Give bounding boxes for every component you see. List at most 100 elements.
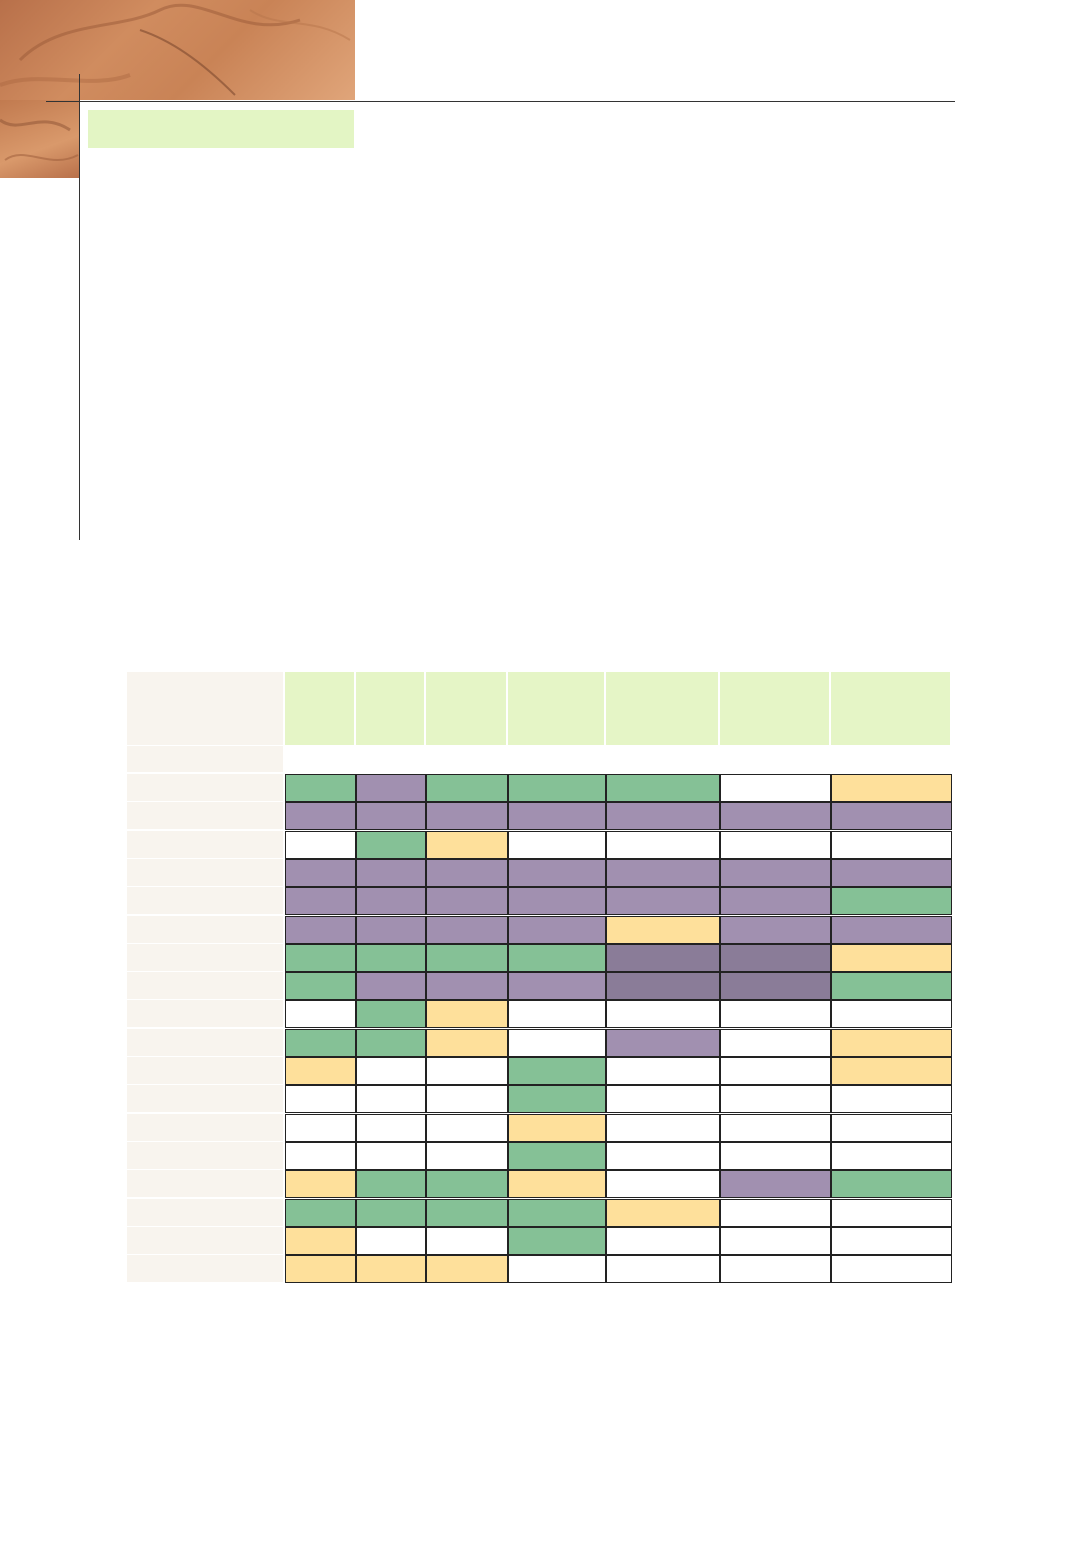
table-cell bbox=[508, 1170, 606, 1198]
table-cell bbox=[426, 1029, 508, 1057]
row-label-cell bbox=[127, 1029, 283, 1056]
column-header-2 bbox=[356, 672, 424, 745]
table-cell bbox=[508, 1114, 606, 1142]
table-cell bbox=[606, 1227, 720, 1255]
row-label-cell bbox=[127, 774, 283, 801]
row-label-cell bbox=[127, 887, 283, 914]
column-header-5 bbox=[606, 672, 718, 745]
column-header-4 bbox=[508, 672, 604, 745]
header-rule bbox=[46, 101, 955, 102]
table-cell bbox=[831, 1142, 952, 1170]
table-cell bbox=[720, 774, 831, 802]
table-cell bbox=[508, 831, 606, 859]
table-cell bbox=[356, 1255, 426, 1283]
table-cell bbox=[356, 1199, 426, 1227]
table-cell bbox=[606, 802, 720, 830]
table-cell bbox=[508, 916, 606, 944]
table-cell bbox=[508, 887, 606, 915]
table-cell bbox=[720, 802, 831, 830]
table-cell bbox=[426, 944, 508, 972]
table-cell bbox=[426, 1114, 508, 1142]
color-coded-table bbox=[127, 672, 952, 1284]
table-cell bbox=[720, 1057, 831, 1085]
table-cell bbox=[508, 1227, 606, 1255]
table-cell bbox=[285, 1199, 356, 1227]
table-cell bbox=[426, 859, 508, 887]
table-cell bbox=[508, 1000, 606, 1028]
table-cell bbox=[720, 859, 831, 887]
row-label-cell bbox=[127, 1199, 283, 1226]
table-cell bbox=[426, 916, 508, 944]
table-cell bbox=[831, 887, 952, 915]
table-cell bbox=[606, 1170, 720, 1198]
table-cell bbox=[606, 831, 720, 859]
table-cell bbox=[426, 1170, 508, 1198]
column-header-6 bbox=[720, 672, 829, 745]
table-cell bbox=[831, 916, 952, 944]
table-cell bbox=[720, 972, 831, 1000]
row-label-cell bbox=[127, 831, 283, 858]
table-cell bbox=[606, 1000, 720, 1028]
table-cell bbox=[285, 972, 356, 1000]
table-cell bbox=[606, 972, 720, 1000]
table-cell bbox=[606, 1029, 720, 1057]
table-cell bbox=[426, 1000, 508, 1028]
table-cell bbox=[356, 944, 426, 972]
row-label-cell bbox=[127, 1255, 283, 1282]
table-cell bbox=[508, 972, 606, 1000]
table-cell bbox=[356, 859, 426, 887]
table-cell bbox=[720, 1227, 831, 1255]
table-cell bbox=[508, 1199, 606, 1227]
table-cell bbox=[426, 1199, 508, 1227]
row-label-cell bbox=[127, 916, 283, 943]
row-label-cell bbox=[127, 1142, 283, 1169]
table-cell bbox=[831, 1170, 952, 1198]
table-cell bbox=[720, 1170, 831, 1198]
table-cell bbox=[285, 1085, 356, 1113]
table-cell bbox=[508, 944, 606, 972]
table-cell bbox=[831, 859, 952, 887]
table-cell bbox=[426, 802, 508, 830]
table-cell bbox=[285, 1142, 356, 1170]
table-cell bbox=[720, 831, 831, 859]
decorative-cave-art-strip bbox=[0, 100, 80, 178]
table-cell bbox=[426, 1142, 508, 1170]
table-cell bbox=[606, 1142, 720, 1170]
table-cell bbox=[720, 887, 831, 915]
table-cell bbox=[426, 774, 508, 802]
table-cell bbox=[508, 859, 606, 887]
table-cell bbox=[285, 1227, 356, 1255]
row-label-cell bbox=[127, 1170, 283, 1197]
table-cell bbox=[720, 1199, 831, 1227]
subheader-label-cell bbox=[127, 746, 283, 772]
row-label-cell bbox=[127, 1227, 283, 1254]
table-cell bbox=[285, 887, 356, 915]
table-cell bbox=[285, 916, 356, 944]
table-cell bbox=[356, 1142, 426, 1170]
table-cell bbox=[356, 1170, 426, 1198]
table-cell bbox=[285, 774, 356, 802]
table-cell bbox=[720, 1000, 831, 1028]
table-cell bbox=[285, 944, 356, 972]
table-cell bbox=[831, 1085, 952, 1113]
table-cell bbox=[426, 1057, 508, 1085]
table-cell bbox=[285, 1057, 356, 1085]
table-cell bbox=[285, 1255, 356, 1283]
table-cell bbox=[356, 1029, 426, 1057]
table-cell bbox=[356, 972, 426, 1000]
table-cell bbox=[426, 972, 508, 1000]
table-cell bbox=[356, 1227, 426, 1255]
table-cell bbox=[508, 1057, 606, 1085]
header-row-label-cell bbox=[127, 672, 283, 745]
row-label-cell bbox=[127, 1085, 283, 1112]
table-cell bbox=[606, 1199, 720, 1227]
table-cell bbox=[606, 1057, 720, 1085]
table-cell bbox=[285, 1000, 356, 1028]
table-cell bbox=[606, 887, 720, 915]
table-cell bbox=[426, 887, 508, 915]
table-cell bbox=[285, 802, 356, 830]
row-label-cell bbox=[127, 802, 283, 829]
table-cell bbox=[426, 831, 508, 859]
table-cell bbox=[508, 1085, 606, 1113]
table-cell bbox=[508, 802, 606, 830]
